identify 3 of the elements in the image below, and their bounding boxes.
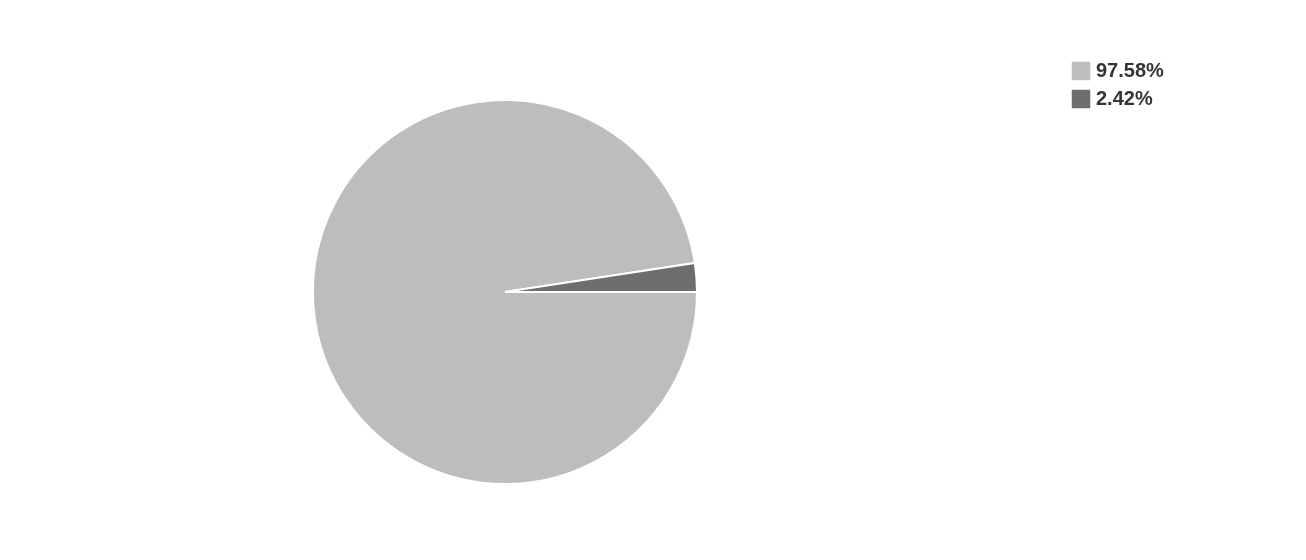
legend-label: 97.58% [1096,59,1165,81]
pie-slice [312,99,698,485]
legend-label: 2.42% [1096,87,1153,109]
